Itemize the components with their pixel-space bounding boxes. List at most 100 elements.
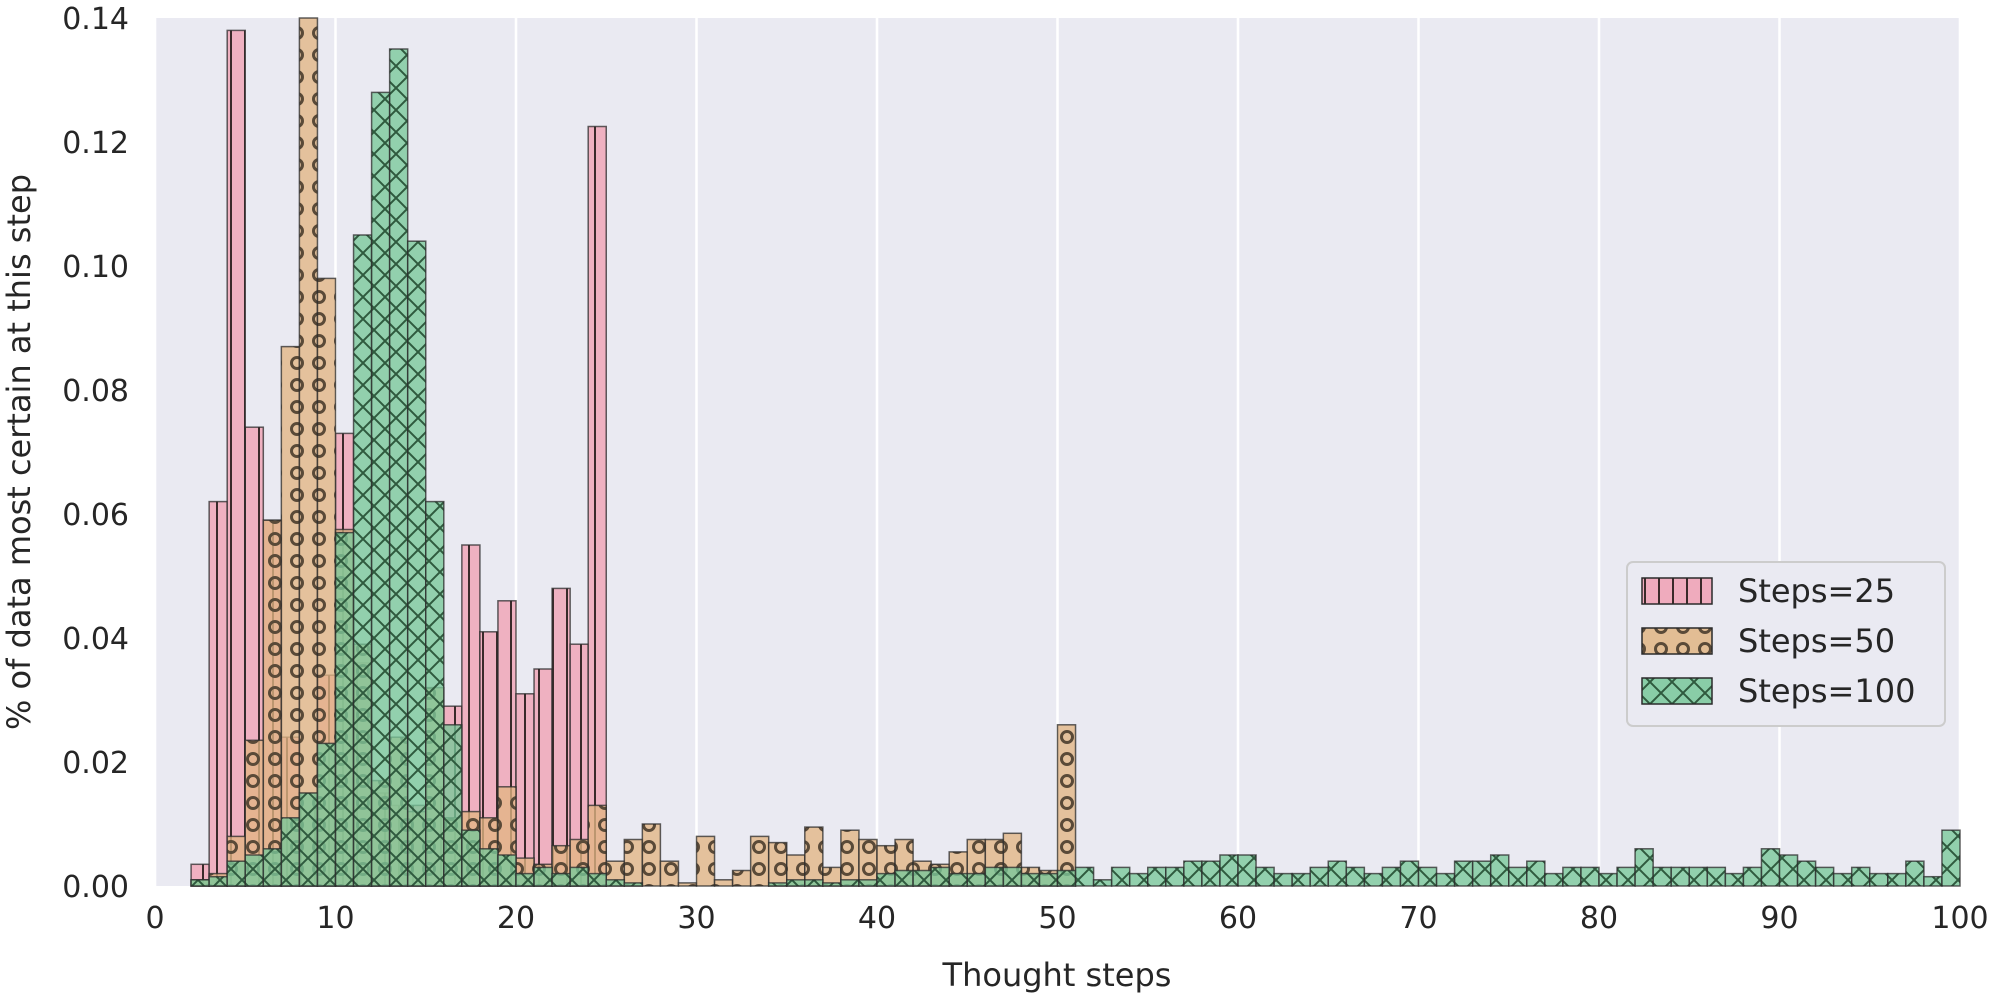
bar-hatch bbox=[840, 879, 860, 887]
bar-hatch bbox=[767, 882, 788, 887]
bar-hatch bbox=[1688, 866, 1709, 887]
bar-hatch bbox=[1255, 866, 1275, 887]
y-tick-label: 0.04 bbox=[62, 622, 129, 657]
bar-hatch bbox=[316, 742, 337, 887]
bar-hatch bbox=[984, 866, 1005, 887]
y-tick-label: 0.12 bbox=[62, 126, 129, 161]
bar-hatch bbox=[587, 872, 608, 887]
bar-hatch bbox=[1652, 866, 1672, 887]
bar-hatch bbox=[641, 823, 662, 887]
bar-hatch bbox=[1941, 829, 1961, 887]
bar-hatch bbox=[1760, 848, 1781, 887]
bar-hatch bbox=[1363, 872, 1384, 887]
bar-hatch bbox=[515, 872, 535, 887]
bar-hatch bbox=[461, 829, 481, 887]
y-tick-label: 0.14 bbox=[62, 2, 129, 37]
bar-hatch bbox=[659, 860, 680, 887]
bar-hatch bbox=[1471, 860, 1492, 887]
bar-hatch bbox=[1002, 866, 1023, 887]
bar-hatch bbox=[443, 724, 463, 887]
bar-hatch bbox=[406, 240, 427, 887]
bar-hatch bbox=[551, 872, 571, 887]
bar-hatch bbox=[1887, 872, 1907, 887]
legend-label: Steps=25 bbox=[1738, 572, 1895, 610]
bar-hatch bbox=[1453, 860, 1474, 887]
bar-hatch bbox=[479, 848, 499, 887]
x-tick-label: 30 bbox=[677, 901, 715, 936]
bar-hatch bbox=[930, 866, 950, 887]
bar-hatch bbox=[226, 860, 246, 887]
bar-hatch bbox=[1056, 724, 1077, 887]
bar-hatch bbox=[912, 869, 932, 887]
bar-hatch bbox=[569, 866, 589, 887]
x-tick-label: 20 bbox=[497, 901, 535, 936]
bar-hatch bbox=[280, 345, 301, 887]
bar-hatch bbox=[1038, 872, 1059, 887]
bar-hatch bbox=[1110, 866, 1131, 887]
x-tick-label: 10 bbox=[316, 901, 354, 936]
bar-hatch bbox=[894, 869, 914, 887]
bar-hatch bbox=[425, 500, 445, 887]
y-tick-label: 0.10 bbox=[62, 250, 129, 285]
bar-hatch bbox=[1634, 848, 1654, 887]
tick-labels: 0 10 20 30 40 50 60 70 80 90 100 0.00 0.02 0.04 0.06 0.… bbox=[62, 2, 1988, 936]
x-tick-label: 70 bbox=[1399, 901, 1437, 936]
bar-hatch bbox=[533, 866, 553, 887]
bar-hatch bbox=[1526, 860, 1546, 887]
bar-hatch bbox=[1291, 872, 1311, 887]
bar-hatch bbox=[749, 835, 770, 887]
bar-hatch bbox=[731, 869, 752, 887]
y-tick-label: 0.08 bbox=[62, 374, 129, 409]
legend-label: Steps=50 bbox=[1738, 622, 1895, 660]
x-tick-label: 60 bbox=[1219, 901, 1257, 936]
bar-hatch bbox=[840, 829, 860, 887]
bar-hatch bbox=[298, 792, 319, 887]
bar-hatch bbox=[1092, 879, 1113, 887]
bar-hatch bbox=[1562, 866, 1582, 887]
series-Steps=100 bbox=[190, 48, 1961, 887]
bar-hatch bbox=[587, 125, 608, 887]
bar-hatch bbox=[1219, 854, 1239, 887]
bar-hatch bbox=[334, 531, 355, 887]
bar-hatch bbox=[1616, 866, 1636, 887]
bar-hatch bbox=[1327, 860, 1348, 887]
bar-hatch bbox=[370, 91, 391, 887]
bar-hatch bbox=[713, 879, 734, 887]
bar-hatch bbox=[298, 17, 319, 887]
bar-hatch bbox=[352, 234, 373, 887]
bar-hatch bbox=[695, 835, 716, 887]
legend-swatch-hatch bbox=[1641, 677, 1713, 705]
bar-hatch bbox=[786, 879, 806, 887]
bar-hatch bbox=[1201, 860, 1221, 887]
bar-hatch bbox=[1850, 866, 1871, 887]
bar-hatch bbox=[1435, 872, 1456, 887]
bar-hatch bbox=[1670, 866, 1690, 887]
bar-hatch bbox=[858, 879, 878, 887]
x-axis-label: Thought steps bbox=[942, 956, 1172, 994]
bar-hatch bbox=[244, 854, 265, 887]
bar-hatch bbox=[1905, 860, 1925, 887]
bar-hatch bbox=[388, 48, 409, 887]
bar-hatch bbox=[1056, 869, 1077, 887]
bar-hatch bbox=[1399, 860, 1420, 887]
bar-hatch bbox=[1273, 872, 1293, 887]
x-tick-label: 50 bbox=[1038, 901, 1076, 936]
x-tick-label: 100 bbox=[1931, 901, 1988, 936]
bars bbox=[190, 17, 1961, 887]
bar-hatch bbox=[190, 879, 210, 887]
bar-hatch bbox=[515, 693, 535, 887]
y-tick-label: 0.06 bbox=[62, 498, 129, 533]
y-tick-label: 0.00 bbox=[62, 870, 129, 905]
bar-hatch bbox=[1020, 872, 1041, 887]
bar-hatch bbox=[1183, 860, 1203, 887]
bar-hatch bbox=[1345, 866, 1366, 887]
x-tick-label: 80 bbox=[1580, 901, 1618, 936]
bar-hatch bbox=[623, 838, 644, 887]
bar-hatch bbox=[280, 817, 301, 887]
bar-hatch bbox=[1381, 866, 1402, 887]
legend-swatch-hatch bbox=[1641, 577, 1713, 605]
legend-label: Steps=100 bbox=[1738, 672, 1915, 710]
bar-hatch bbox=[551, 587, 571, 887]
bar-hatch bbox=[1544, 872, 1564, 887]
bar-hatch bbox=[767, 841, 788, 887]
